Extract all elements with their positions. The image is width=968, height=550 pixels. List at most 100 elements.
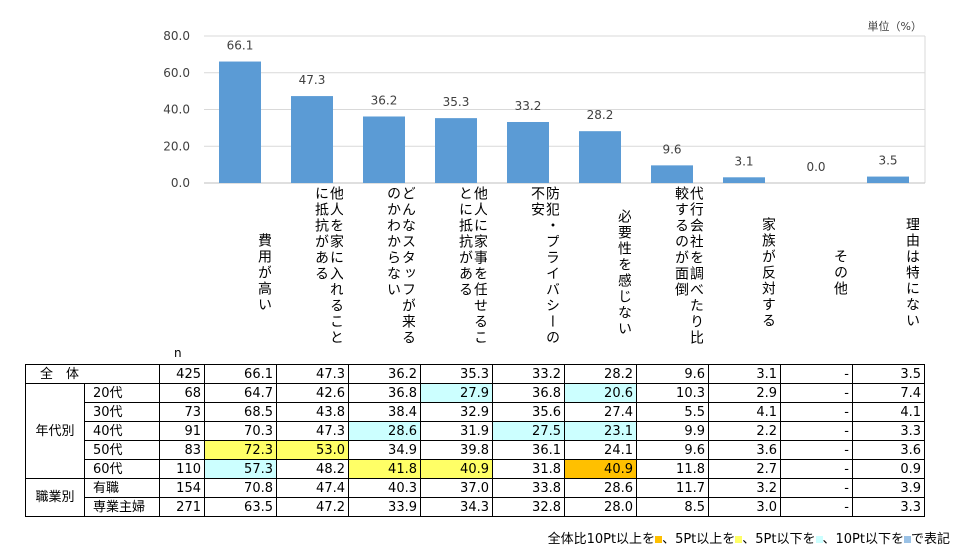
g0-r2-cell-4: 27.5: [492, 421, 565, 441]
row-label: 専業主婦: [84, 497, 160, 517]
g1-r0-cell-6: 11.7: [636, 478, 709, 498]
g0-r0-cell-9: 7.4: [852, 383, 925, 403]
legend-swatch-blue: [903, 536, 911, 543]
category-header-3: 他人に家事を任せることに抵抗がある: [457, 186, 487, 346]
total-n: 425: [159, 364, 205, 384]
value-label-0: 66.1: [227, 39, 254, 53]
value-label-9: 3.5: [878, 154, 897, 168]
g0-r1-cell-1: 43.8: [276, 402, 349, 422]
bar-1: [291, 96, 333, 183]
value-label-2: 36.2: [371, 93, 398, 107]
total-cell-8: -: [780, 364, 853, 384]
legend-swatch-cyan: [815, 536, 823, 543]
g0-r2-cell-2: 28.6: [348, 421, 421, 441]
legend: 全体比10Pt以上を 、5Pt以上を 、5Pt以下を 、10Pt以下を で表記: [548, 528, 950, 547]
g0-r1-cell-8: -: [780, 402, 853, 422]
value-label-7: 3.1: [734, 154, 753, 168]
g1-r0-cell-0: 70.8: [204, 478, 277, 498]
g1-r1-cell-6: 8.5: [636, 497, 709, 517]
g0-r1-cell-0: 68.5: [204, 402, 277, 422]
total-cell-2: 36.2: [348, 364, 421, 384]
g1-r0-cell-3: 37.0: [420, 478, 493, 498]
g1-r1-cell-7: 3.0: [708, 497, 781, 517]
g1-r1-cell-0: 63.5: [204, 497, 277, 517]
g1-r0-cell-1: 47.4: [276, 478, 349, 498]
g0-r0-cell-3: 27.9: [420, 383, 493, 403]
g0-r3-cell-7: 3.6: [708, 440, 781, 460]
g1-r0-cell-4: 33.8: [492, 478, 565, 498]
g0-r1-cell-3: 32.9: [420, 402, 493, 422]
g1-r0-cell-8: -: [780, 478, 853, 498]
g0-r2-n: 91: [159, 421, 205, 441]
total-cell-5: 28.2: [564, 364, 637, 384]
row-label: 有職: [84, 478, 160, 498]
g0-r1-n: 73: [159, 402, 205, 422]
g0-r3-cell-1: 53.0: [276, 440, 349, 460]
table-row: 職業別 有職 154 70.8 47.4 40.3 37.0 33.8 28.6 11.7 3.2-…: [25, 478, 925, 517]
g0-r2-cell-8: -: [780, 421, 853, 441]
category-header-5: 必要性を感じない: [616, 209, 631, 337]
g0-r4-cell-1: 48.2: [276, 459, 349, 479]
g0-r4-cell-8: -: [780, 459, 853, 479]
bar-3: [435, 118, 477, 183]
total-cell-4: 33.2: [492, 364, 565, 384]
grid-lines: [204, 35, 926, 184]
table-row-total: 全 体 425 66.1 47.3 36.2 35.3 33.2 28.2 9.6 3.1-3.5: [25, 364, 925, 384]
bar-0: [219, 61, 261, 184]
bars: [219, 61, 909, 184]
legend-swatch-yellow: [735, 536, 743, 543]
g0-r2-cell-3: 31.9: [420, 421, 493, 441]
legend-text-1: 全体比10Pt以上を: [547, 532, 656, 547]
row-label: 40代: [84, 421, 160, 441]
g0-r0-cell-1: 42.6: [276, 383, 349, 403]
total-cell-0: 66.1: [204, 364, 277, 384]
g0-r4-cell-2: 41.8: [348, 459, 421, 479]
value-labels: 66.1 47.3 36.2 35.3 33.2 28.2 9.6 3.1 0.0 3.5: [227, 39, 898, 174]
g1-r0-cell-9: 3.9: [852, 478, 925, 498]
g0-r2-cell-7: 2.2: [708, 421, 781, 441]
table-row: 年代別 20代 68 64.7 42.6 36.8 27.9 36.8 20.6 10.3 2.9-…: [25, 383, 925, 479]
g1-r0-cell-5: 28.6: [564, 478, 637, 498]
g0-r0-cell-4: 36.8: [492, 383, 565, 403]
g0-r4-n: 110: [159, 459, 205, 479]
g0-r3-cell-9: 3.6: [852, 440, 925, 460]
g1-r1-cell-4: 32.8: [492, 497, 565, 517]
g0-r1-cell-6: 5.5: [636, 402, 709, 422]
g0-r0-cell-7: 2.9: [708, 383, 781, 403]
unit-label: 単位（%）: [867, 20, 922, 33]
g1-r1-cell-9: 3.3: [852, 497, 925, 517]
g0-r1-cell-4: 35.6: [492, 402, 565, 422]
total-cell-1: 47.3: [276, 364, 349, 384]
g0-r0-cell-0: 64.7: [204, 383, 277, 403]
g1-r1-n: 271: [159, 497, 205, 517]
g0-r3-cell-2: 34.9: [348, 440, 421, 460]
category-header-8: その他: [832, 249, 847, 297]
g1-r0-n: 154: [159, 478, 205, 498]
total-cell-6: 9.6: [636, 364, 709, 384]
g0-r3-n: 83: [159, 440, 205, 460]
g0-r3-cell-0: 72.3: [204, 440, 277, 460]
total-cell-9: 3.5: [852, 364, 925, 384]
category-header-9: 理由は特にない: [904, 217, 919, 329]
bar-4: [507, 121, 549, 183]
g0-r4-cell-6: 11.8: [636, 459, 709, 479]
bar-2: [363, 116, 405, 183]
bar-5: [579, 131, 621, 183]
g0-r3-cell-3: 39.8: [420, 440, 493, 460]
legend-text-2: 、5Pt以上を: [662, 532, 736, 547]
g0-r1-cell-9: 4.1: [852, 402, 925, 422]
g1-r0-cell-7: 3.2: [708, 478, 781, 498]
g0-r0-cell-8: -: [780, 383, 853, 403]
y-tick-label: 20.0: [163, 139, 190, 153]
legend-swatch-orange: [655, 536, 663, 543]
g0-r2-cell-6: 9.9: [636, 421, 709, 441]
value-label-5: 28.2: [587, 108, 614, 122]
row-label: 30代: [84, 402, 160, 422]
g0-r0-n: 68: [159, 383, 205, 403]
group-label-1: 職業別: [25, 478, 85, 517]
y-tick-label: 80.0: [163, 29, 190, 43]
n-label: n: [174, 346, 182, 360]
g1-r1-cell-3: 34.3: [420, 497, 493, 517]
g0-r1-cell-7: 4.1: [708, 402, 781, 422]
